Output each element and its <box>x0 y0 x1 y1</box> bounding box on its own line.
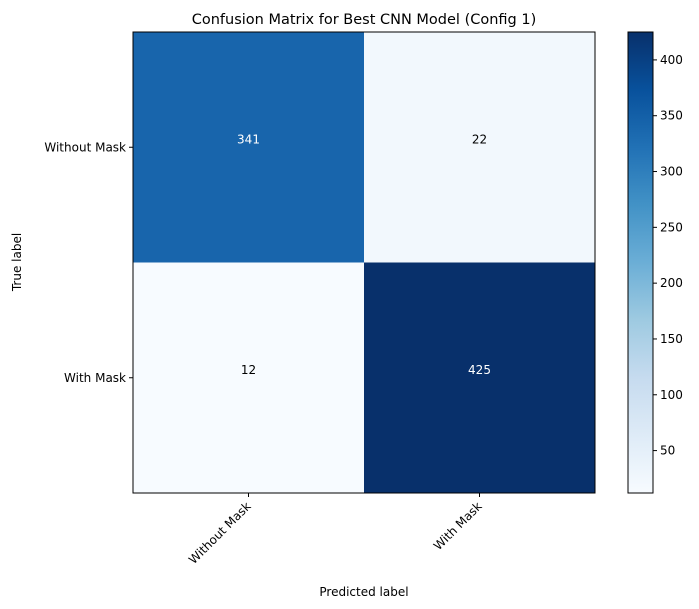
x-axis-ticks: Without Mask With Mask <box>186 493 485 567</box>
y-tick-label: Without Mask <box>44 140 126 154</box>
cell-value-label: 12 <box>241 363 256 377</box>
colorbar-tick-label: 300 <box>660 165 683 179</box>
x-tick-label: Without Mask <box>186 499 254 567</box>
colorbar <box>627 31 654 494</box>
plot-frame <box>132 31 596 494</box>
y-tick-label: With Mask <box>64 371 126 385</box>
y-axis-ticks: Without Mask With Mask <box>44 140 133 385</box>
colorbar-tick-label: 100 <box>660 388 683 402</box>
heatmap-cell <box>133 262 364 493</box>
colorbar-tick-label: 400 <box>660 53 683 67</box>
heatmap-cell <box>364 262 595 493</box>
cell-value-label: 22 <box>472 132 487 146</box>
colorbar-tick-label: 250 <box>660 220 683 234</box>
cell-value-label: 425 <box>468 363 491 377</box>
colorbar-ticks: 50 100 150 200 250 300 350 400 <box>653 53 683 458</box>
y-axis-label: True label <box>10 233 24 292</box>
colorbar-tick-label: 50 <box>660 444 675 458</box>
colorbar-tick-label: 350 <box>660 109 683 123</box>
colorbar-tick-label: 150 <box>660 332 683 346</box>
heatmap-cells: 341 22 12 425 <box>133 32 595 493</box>
chart-title: Confusion Matrix for Best CNN Model (Con… <box>192 12 537 28</box>
heatmap-cell <box>364 32 595 263</box>
heatmap-cell <box>133 32 364 263</box>
colorbar-tick-label: 200 <box>660 276 683 290</box>
x-tick-label: With Mask <box>431 499 485 553</box>
cell-value-label: 341 <box>237 132 260 146</box>
x-axis-label: Predicted label <box>319 585 408 599</box>
